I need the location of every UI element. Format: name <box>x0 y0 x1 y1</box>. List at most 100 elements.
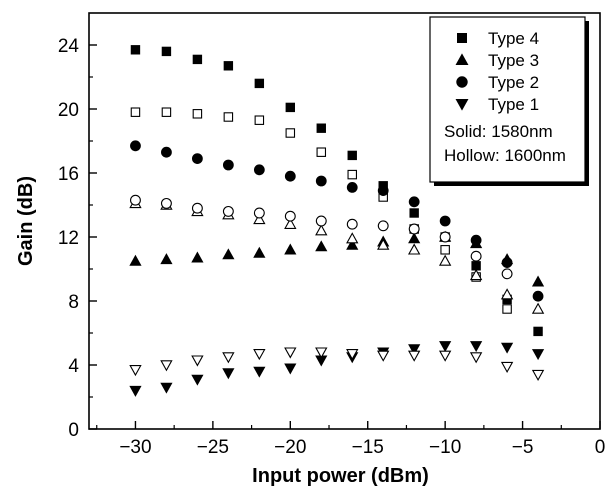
data-point <box>223 112 234 122</box>
data-point <box>161 46 172 57</box>
data-point <box>346 238 359 250</box>
data-point <box>500 361 514 373</box>
data-point <box>284 243 297 255</box>
y-tick-label: 4 <box>68 356 79 377</box>
data-point <box>253 213 266 225</box>
data-point <box>253 366 266 378</box>
data-point <box>129 385 142 397</box>
data-point <box>130 107 141 117</box>
data-point <box>471 261 481 271</box>
x-tick-label: −20 <box>274 437 306 458</box>
data-point <box>130 194 141 206</box>
data-point <box>531 302 545 314</box>
data-point <box>284 217 297 229</box>
series-triangle-down-solid <box>129 341 545 397</box>
data-point <box>191 202 203 214</box>
data-point <box>315 175 327 187</box>
legend-label: Type 4 <box>488 29 539 48</box>
data-point <box>531 369 545 381</box>
data-point <box>130 140 141 152</box>
data-point <box>407 243 421 255</box>
data-point <box>254 115 265 125</box>
data-point <box>161 107 172 117</box>
legend-entry: Type 2 <box>456 73 539 92</box>
data-point <box>254 78 265 89</box>
y-tick-label: 0 <box>68 420 79 441</box>
data-point <box>160 253 173 265</box>
data-point <box>470 341 483 353</box>
data-point <box>222 352 235 364</box>
data-point <box>439 341 452 353</box>
data-point <box>191 153 203 165</box>
data-point <box>222 205 234 217</box>
series-circle-solid <box>130 140 544 302</box>
data-point <box>500 288 514 300</box>
data-point <box>253 246 266 258</box>
legend-marker <box>457 33 467 43</box>
data-point <box>408 232 421 244</box>
data-point <box>377 350 390 362</box>
y-tick-label: 16 <box>58 164 79 185</box>
data-point <box>284 363 297 375</box>
series-triangle-down-hollow <box>129 347 545 381</box>
data-point <box>222 368 235 380</box>
data-point <box>409 208 419 218</box>
data-point <box>408 223 420 235</box>
data-point <box>284 347 297 359</box>
data-point <box>191 355 204 367</box>
data-point <box>192 109 203 119</box>
data-point <box>469 269 483 281</box>
data-point <box>315 240 328 252</box>
data-point <box>439 215 451 227</box>
data-point <box>316 147 327 157</box>
legend-entry: Type 1 <box>455 95 539 114</box>
data-point <box>129 254 142 266</box>
data-point <box>470 250 482 262</box>
data-point <box>191 374 204 386</box>
data-point <box>408 344 421 356</box>
legend-label: Type 2 <box>488 73 539 92</box>
data-point <box>346 218 358 230</box>
data-point <box>377 220 389 232</box>
data-point <box>347 150 357 161</box>
data-point <box>130 45 141 55</box>
data-point <box>192 54 203 65</box>
data-point <box>315 224 328 236</box>
x-tick-label: −5 <box>512 437 534 458</box>
data-point <box>222 159 234 171</box>
data-point <box>469 352 483 364</box>
data-point <box>532 290 544 302</box>
legend-note: Solid: 1580nm <box>444 122 553 141</box>
data-point <box>160 197 172 209</box>
legend-entry: Type 4 <box>457 29 539 48</box>
data-point <box>315 215 327 227</box>
legend-marker <box>455 99 469 111</box>
data-point <box>439 231 451 243</box>
data-point <box>129 365 142 377</box>
data-point <box>253 207 265 219</box>
data-point <box>346 349 359 361</box>
data-point <box>223 61 234 71</box>
data-point <box>377 185 389 197</box>
y-tick-label: 8 <box>68 292 79 313</box>
data-point <box>160 360 173 372</box>
data-point <box>191 251 204 263</box>
legend-entry: Type 3 <box>455 51 539 70</box>
legend-note: Hollow: 1600nm <box>444 146 566 165</box>
plot-frame <box>88 12 601 430</box>
y-tick-label: 24 <box>58 36 80 57</box>
data-point <box>377 238 390 250</box>
data-point <box>501 268 513 280</box>
data-point <box>438 350 452 362</box>
data-point <box>346 232 359 244</box>
data-point <box>222 248 235 260</box>
data-point <box>160 382 173 394</box>
data-point <box>346 182 358 193</box>
data-point <box>531 349 545 361</box>
x-axis-title: Input power (dBm) <box>252 465 429 487</box>
y-axis-title: Gain (dB) <box>15 176 37 266</box>
data-point <box>315 347 328 359</box>
x-tick-label: −25 <box>197 437 229 458</box>
